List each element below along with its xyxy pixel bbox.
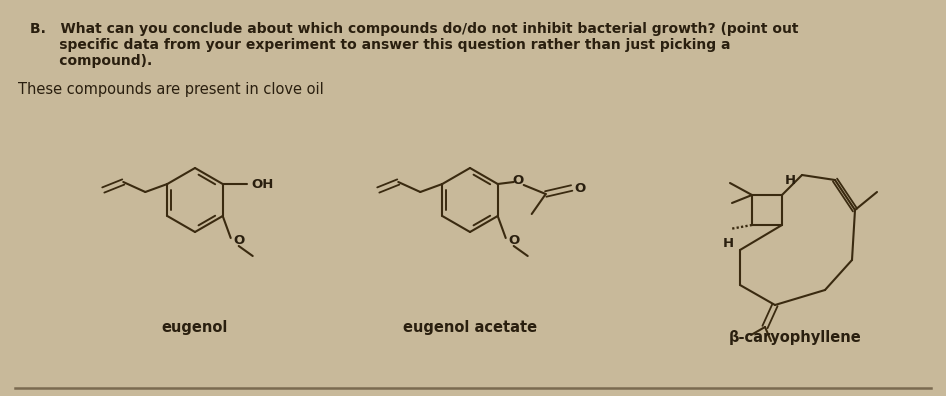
Text: B.   What can you conclude about which compounds do/do not inhibit bacterial gro: B. What can you conclude about which com…: [30, 22, 798, 36]
Text: eugenol: eugenol: [162, 320, 228, 335]
Text: β-caryophyllene: β-caryophyllene: [728, 330, 862, 345]
Text: compound).: compound).: [30, 54, 152, 68]
Text: These compounds are present in clove oil: These compounds are present in clove oil: [18, 82, 324, 97]
Text: H: H: [723, 237, 733, 250]
Text: O: O: [233, 234, 244, 248]
Text: eugenol acetate: eugenol acetate: [403, 320, 537, 335]
Text: OH: OH: [252, 177, 274, 190]
Text: O: O: [512, 173, 523, 187]
Text: specific data from your experiment to answer this question rather than just pick: specific data from your experiment to an…: [30, 38, 730, 52]
Text: O: O: [508, 234, 519, 248]
Text: H: H: [785, 174, 797, 187]
Text: O: O: [575, 181, 586, 194]
